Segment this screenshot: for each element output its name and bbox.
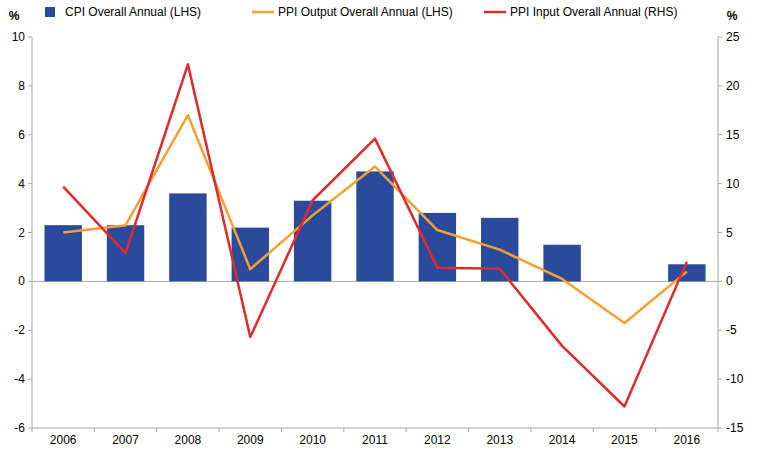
plot-marks [44,64,705,406]
y-tick [28,428,32,429]
y-tick-label: 2 [18,226,25,240]
line [63,115,687,323]
x-tick [593,428,594,432]
x-tick [718,428,719,432]
bar [169,193,206,281]
x-tick [94,428,95,432]
bar [44,225,81,281]
x-tick-label: 2006 [50,433,77,447]
legend: CPI Overall Annual (LHS) PPI Output Overa… [45,5,677,19]
y-tick-label: 0 [18,274,25,288]
y2-tick-label: -10 [726,372,744,386]
x-tick-label: 2012 [424,433,451,447]
bar [356,171,393,281]
x-tick [406,428,407,432]
y2-tick-label: 0 [726,274,733,288]
x-tick [468,428,469,432]
x-tick-label: 2015 [611,433,638,447]
legend-label: PPI Output Overall Annual (LHS) [278,5,453,19]
x-tick-label: 2016 [673,433,700,447]
x-axis [32,428,718,429]
y-tick-label: 10 [12,30,26,44]
y-tick-label: 8 [18,79,25,93]
x-tick-label: 2007 [112,433,139,447]
x-tick [219,428,220,432]
y-tick-label: -4 [14,372,25,386]
y-tick [28,134,32,135]
y2-tick-label: 15 [726,128,740,142]
legend-swatch [45,7,55,17]
x-tick-label: 2010 [299,433,326,447]
y2-tick [718,37,722,38]
y-tick [28,37,32,38]
x-tick-label: 2014 [549,433,576,447]
y-label: % [9,9,20,23]
y2-tick-label: 20 [726,79,740,93]
x-tick-label: 2013 [486,433,513,447]
y2-label: % [727,9,738,23]
legend-swatch [252,11,274,14]
y-tick [28,330,32,331]
bar [419,213,456,281]
y2-tick [718,85,722,86]
x-tick [281,428,282,432]
y2-tick [718,428,722,429]
x-tick [655,428,656,432]
y-tick [28,232,32,233]
y-tick-label: 4 [18,177,25,191]
bar [294,201,331,282]
y2-tick-label: -5 [726,323,737,337]
y2-tick [718,281,722,282]
y2-tick-label: -15 [726,421,744,435]
x-tick-label: 2011 [362,433,388,447]
y2-tick-label: 25 [726,30,740,44]
y-tick [28,281,32,282]
bar [606,281,643,282]
y-tick-label: -2 [14,323,25,337]
y2-tick [718,330,722,331]
bar [543,245,580,282]
y2-tick [718,134,722,135]
y2-tick [718,379,722,380]
x-tick-label: 2008 [175,433,202,447]
x-tick [530,428,531,432]
chart: -6 -4 -2 0 2 4 6 8 10 -15 -10 -5 0 5 10 15 20 25 2006 2007 2… [0,0,758,456]
y2-tick-label: 5 [726,226,733,240]
y-tick-label: 6 [18,128,25,142]
x-tick-label: 2009 [237,433,264,447]
legend-swatch [484,11,506,14]
x-tick [32,428,33,432]
y-tick-label: -6 [14,421,25,435]
x-tick [156,428,157,432]
y2-tick [718,183,722,184]
y-tick [28,379,32,380]
x-tick [343,428,344,432]
y2-tick-label: 10 [726,177,740,191]
line [63,64,687,406]
y-tick [28,183,32,184]
legend-label: PPI Input Overall Annual (RHS) [510,5,677,19]
legend-label: CPI Overall Annual (LHS) [65,5,201,19]
y2-tick [718,232,722,233]
y-tick [28,85,32,86]
